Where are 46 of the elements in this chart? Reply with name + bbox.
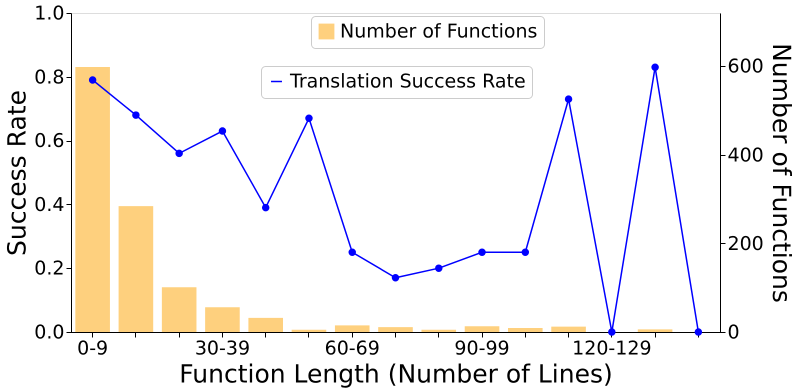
bar (638, 329, 672, 332)
point (608, 328, 616, 336)
x-tick-label: 120-129 (572, 338, 652, 360)
y-tick-label: 0.2 (34, 258, 64, 280)
bar (248, 318, 284, 332)
legend-label: Number of Functions (340, 20, 538, 42)
bar (464, 326, 500, 332)
point (175, 150, 183, 158)
y-tick-label: 0.6 (34, 130, 64, 152)
y2-tick-label: 400 (728, 144, 764, 166)
point (348, 248, 356, 256)
point (218, 127, 226, 135)
y2-axis-title: Number of Functions (766, 43, 796, 303)
point (392, 274, 400, 282)
y-tick-label: 0.0 (34, 322, 64, 344)
legend-label: Translation Success Rate (289, 70, 526, 92)
y2-tick-label: 0 (728, 322, 740, 344)
bar (118, 206, 154, 332)
y-tick-label: 0.4 (34, 194, 64, 216)
point (522, 248, 530, 256)
point (564, 95, 572, 103)
point (88, 76, 96, 84)
bar (378, 327, 413, 332)
x-axis-title: Function Length (Number of Lines) (179, 360, 613, 388)
point (305, 114, 313, 122)
point (694, 328, 702, 336)
point (651, 63, 659, 71)
x-tick-label: 0-9 (77, 338, 108, 360)
bar (75, 67, 110, 332)
x-tick-label: 60-69 (324, 338, 380, 360)
x-tick-label: 30-39 (194, 338, 250, 360)
bar (334, 325, 370, 332)
point (478, 248, 486, 256)
x-tick-label: 90-99 (454, 338, 510, 360)
bar (205, 307, 240, 332)
point (435, 264, 443, 272)
y2-tick-label: 600 (728, 56, 764, 78)
bar (551, 326, 586, 332)
y-tick-label: 1.0 (34, 2, 64, 24)
y2-tick-label: 200 (728, 232, 764, 255)
y-axis-title: Success Rate (2, 90, 32, 256)
y-tick-label: 0.8 (34, 66, 64, 88)
bar (508, 328, 543, 332)
point (132, 111, 140, 119)
point (262, 204, 270, 212)
bar (162, 287, 196, 332)
